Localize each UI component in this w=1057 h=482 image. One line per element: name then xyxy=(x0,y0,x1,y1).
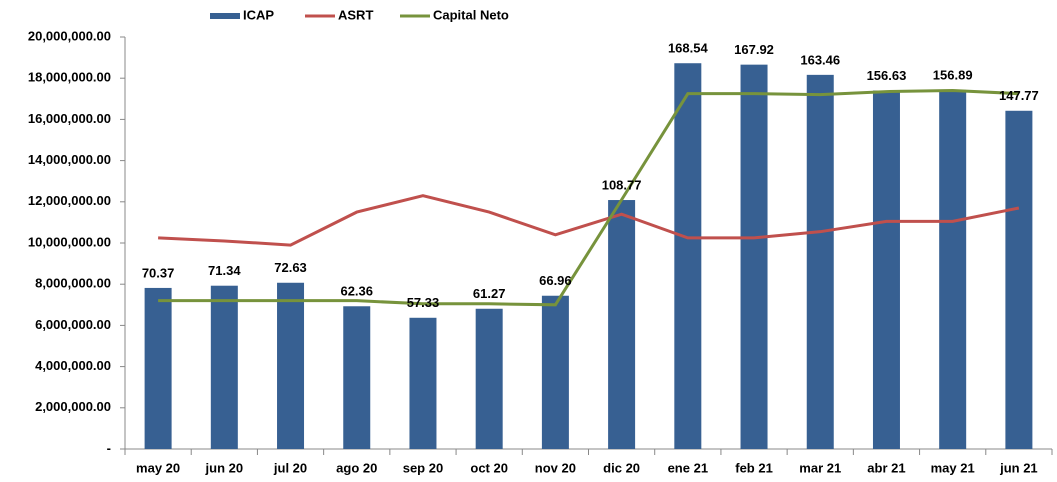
line xyxy=(158,89,1019,307)
bar xyxy=(541,295,569,449)
x-tick-label: dic 20 xyxy=(603,460,640,475)
y-tick-label: 2,000,000.00 xyxy=(35,399,111,414)
bar xyxy=(872,90,900,449)
legend-label: ASRT xyxy=(338,7,373,22)
x-tick-label: jul 20 xyxy=(273,460,307,475)
x-tick-label: jun 21 xyxy=(999,460,1038,475)
legend-swatch xyxy=(210,13,240,19)
data-label: 61.27 xyxy=(473,286,506,301)
data-label: 156.89 xyxy=(933,67,973,82)
data-label: 163.46 xyxy=(800,52,840,67)
bar xyxy=(1005,110,1033,450)
data-label: 72.63 xyxy=(274,260,307,275)
legend-label: ICAP xyxy=(243,7,274,22)
data-label: 62.36 xyxy=(340,284,373,299)
x-tick-label: oct 20 xyxy=(470,460,508,475)
y-tick-label: 4,000,000.00 xyxy=(35,358,111,373)
x-tick-label: sep 20 xyxy=(403,460,443,475)
bar xyxy=(210,285,238,449)
x-tick-label: may 20 xyxy=(136,460,180,475)
bar xyxy=(144,287,172,449)
y-tick-label: 10,000,000.00 xyxy=(28,234,111,249)
bar xyxy=(608,200,636,449)
bar xyxy=(409,317,437,449)
bar xyxy=(343,306,371,449)
data-label: 147.77 xyxy=(999,88,1039,103)
x-tick-label: feb 21 xyxy=(735,460,773,475)
x-tick-label: abr 21 xyxy=(867,460,905,475)
y-tick-label: 14,000,000.00 xyxy=(28,152,111,167)
x-tick-label: jun 20 xyxy=(205,460,244,475)
data-label: 156.63 xyxy=(867,68,907,83)
x-tick-label: mar 21 xyxy=(799,460,841,475)
data-label: 71.34 xyxy=(208,263,241,278)
y-tick-label: - xyxy=(107,440,111,455)
data-label: 57.33 xyxy=(407,295,440,310)
legend-label: Capital Neto xyxy=(433,7,509,22)
y-tick-label: 16,000,000.00 xyxy=(28,111,111,126)
data-label: 108.77 xyxy=(602,177,642,192)
x-tick-label: nov 20 xyxy=(535,460,576,475)
bar xyxy=(277,282,305,449)
x-tick-label: ago 20 xyxy=(336,460,377,475)
y-tick-label: 8,000,000.00 xyxy=(35,276,111,291)
bar xyxy=(939,89,967,449)
bar xyxy=(806,74,834,450)
y-tick-label: 18,000,000.00 xyxy=(28,70,111,85)
x-tick-label: may 21 xyxy=(931,460,975,475)
data-label: 70.37 xyxy=(142,265,175,280)
line xyxy=(158,194,1020,247)
data-label: 66.96 xyxy=(539,273,572,288)
bar xyxy=(740,64,768,449)
x-tick-label: ene 21 xyxy=(668,460,708,475)
data-label: 167.92 xyxy=(734,42,774,57)
y-tick-label: 20,000,000.00 xyxy=(28,28,111,43)
data-label: 168.54 xyxy=(668,41,709,56)
y-tick-label: 6,000,000.00 xyxy=(35,317,111,332)
bar xyxy=(674,63,702,450)
bar xyxy=(475,308,503,449)
y-tick-label: 12,000,000.00 xyxy=(28,193,111,208)
